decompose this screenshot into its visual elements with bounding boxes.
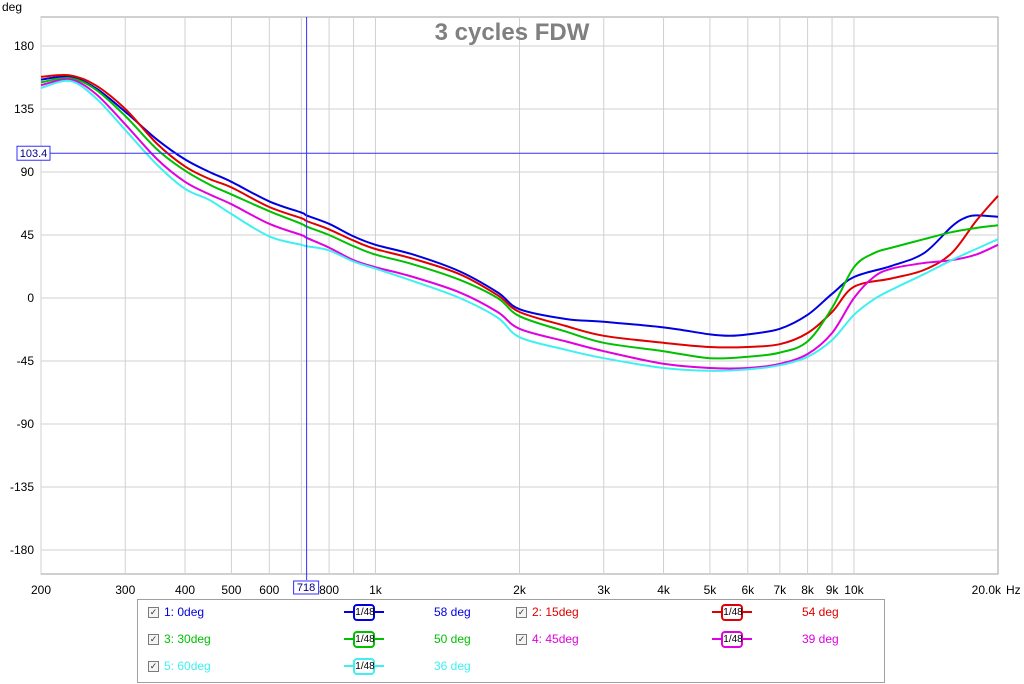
legend-series-name: 5: 60deg [164,659,211,673]
smoothing-label: 1/48 [355,607,375,618]
y-tick-label: -180 [10,543,34,557]
x-axis-unit: Hz [1006,583,1021,597]
x-tick-label: 5k [704,583,718,597]
legend-item[interactable]: ✓ 1: 0deg 1/48 58 deg [148,604,508,624]
x-tick-label: 400 [175,583,195,597]
legend-series-name: 1: 0deg [164,605,205,619]
y-tick-labels: 180 135 90 45 0 -45 -90 -135 -180 [10,39,34,557]
x-tick-label: 3k [597,583,611,597]
legend-item[interactable]: ✓ 3: 30deg 1/48 50 deg [148,631,508,651]
x-tick-labels: 200 300 400 500 600 800 1k 2k 3k 4k 5k 6k 7k 8k 9k 10k 2… [31,583,1002,597]
legend-series-name: 4: 45deg [532,632,579,646]
chart-title: 3 cycles FDW [435,19,590,46]
x-tick-label: 300 [115,583,135,597]
series-line-4 [40,78,999,370]
series-line-1 [40,75,999,337]
series-lines [40,74,999,372]
series-visibility-checkbox[interactable]: ✓ [516,634,527,645]
x-tick-label: 20.0k [972,583,1002,597]
y-tick-label: 45 [21,228,35,242]
x-tick-label: 2k [513,583,527,597]
x-tick-label: 600 [259,583,279,597]
series-line-3 [40,77,999,360]
y-tick-label: 135 [14,102,34,116]
series-line-5 [40,79,999,372]
legend: ✓ 1: 0deg 1/48 58 deg ✓ 2: 15deg 1/48 54 deg ✓ 3:… [137,599,885,683]
smoothing-indicator[interactable]: 1/48 [344,603,384,623]
series-visibility-checkbox[interactable]: ✓ [148,634,159,645]
legend-series-value: 54 deg [802,605,839,619]
y-tick-label: 0 [27,291,34,305]
grid [40,17,998,574]
x-tick-label: 1k [369,583,383,597]
cursor-y-readout: 103.4 [20,148,48,160]
x-tick-label: 9k [826,583,840,597]
x-tick-label: 200 [31,583,51,597]
cursor-x-readout: 718 [297,582,315,594]
cursor-y-readout-box [16,145,51,161]
x-tick-label: 800 [319,583,339,597]
y-tick-label: 180 [14,39,34,53]
legend-item[interactable]: ✓ 2: 15deg 1/48 54 deg [516,604,876,624]
series-visibility-checkbox[interactable]: ✓ [516,607,527,618]
x-tick-label: 500 [221,583,241,597]
series-visibility-checkbox[interactable]: ✓ [148,661,159,672]
smoothing-indicator[interactable]: 1/48 [712,630,752,650]
legend-item[interactable]: ✓ 4: 45deg 1/48 39 deg [516,631,876,651]
x-tick-label: 10k [844,583,864,597]
cursor-x-readout-box [293,580,320,595]
legend-series-name: 2: 15deg [532,605,579,619]
smoothing-indicator[interactable]: 1/48 [344,657,384,677]
smoothing-label: 1/48 [355,661,375,672]
y-tick-label: 90 [21,165,35,179]
legend-series-value: 36 deg [434,659,471,673]
smoothing-indicator[interactable]: 1/48 [712,603,752,623]
legend-series-name: 3: 30deg [164,632,211,646]
smoothing-label: 1/48 [723,634,743,645]
smoothing-indicator[interactable]: 1/48 [344,630,384,650]
y-tick-label: -45 [17,354,35,368]
legend-series-value: 58 deg [434,605,471,619]
x-tick-label: 8k [801,583,815,597]
series-line-2 [40,74,999,349]
y-tick-label: -135 [10,480,34,494]
legend-series-value: 50 deg [434,632,471,646]
smoothing-label: 1/48 [355,634,375,645]
y-axis-label: deg [2,0,22,14]
x-tick-label: 4k [657,583,671,597]
y-tick-label: -90 [17,417,35,431]
smoothing-label: 1/48 [723,607,743,618]
cursor[interactable]: 103.4 718 [16,17,998,595]
legend-series-value: 39 deg [802,632,839,646]
phase-chart: 180 135 90 45 0 -45 -90 -135 -180 200 300 400 500 60… [2,0,1021,597]
series-visibility-checkbox[interactable]: ✓ [148,607,159,618]
x-tick-label: 6k [741,583,755,597]
legend-item[interactable]: ✓ 5: 60deg 1/48 36 deg [148,658,508,678]
x-tick-label: 7k [773,583,787,597]
